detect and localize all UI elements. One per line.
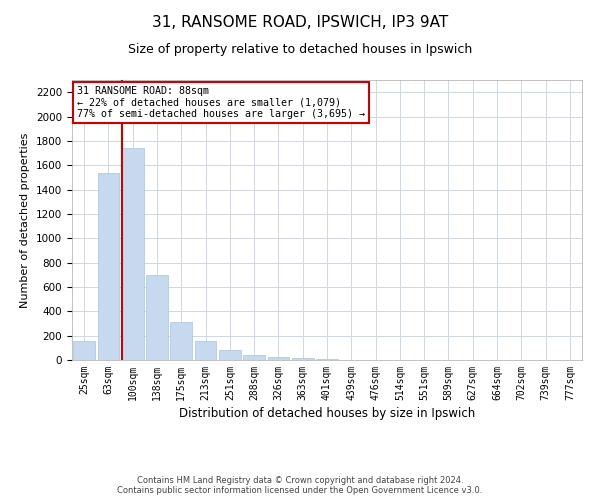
- Bar: [219, 350, 241, 360]
- Bar: [243, 354, 265, 360]
- Bar: [316, 359, 338, 360]
- Text: 31 RANSOME ROAD: 88sqm
← 22% of detached houses are smaller (1,079)
77% of semi-: 31 RANSOME ROAD: 88sqm ← 22% of detached…: [77, 86, 365, 119]
- X-axis label: Distribution of detached houses by size in Ipswich: Distribution of detached houses by size …: [179, 407, 475, 420]
- Bar: [122, 148, 143, 360]
- Text: Contains HM Land Registry data © Crown copyright and database right 2024.
Contai: Contains HM Land Registry data © Crown c…: [118, 476, 482, 495]
- Bar: [73, 341, 95, 360]
- Bar: [170, 322, 192, 360]
- Text: 31, RANSOME ROAD, IPSWICH, IP3 9AT: 31, RANSOME ROAD, IPSWICH, IP3 9AT: [152, 15, 448, 30]
- Bar: [146, 275, 168, 360]
- Bar: [268, 357, 289, 360]
- Y-axis label: Number of detached properties: Number of detached properties: [20, 132, 31, 308]
- Bar: [292, 358, 314, 360]
- Bar: [194, 340, 217, 360]
- Bar: [97, 173, 119, 360]
- Text: Size of property relative to detached houses in Ipswich: Size of property relative to detached ho…: [128, 42, 472, 56]
